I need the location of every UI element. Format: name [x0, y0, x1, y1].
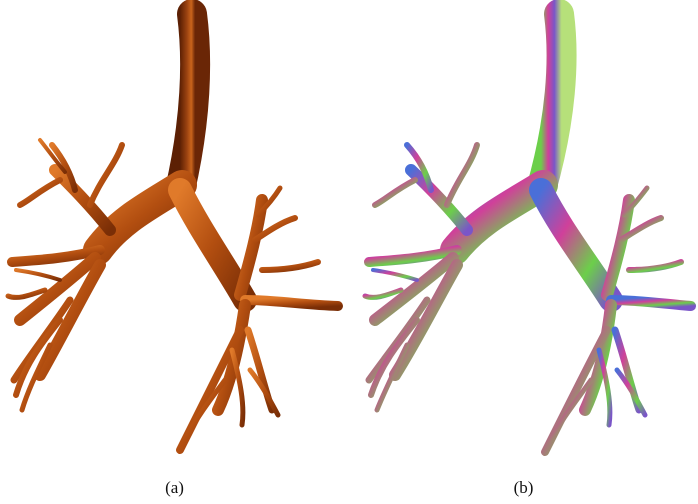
panel-a: (a) [5, 0, 343, 497]
panel-b-caption: (b) [513, 478, 534, 497]
airway-tree-normal-render [362, 0, 696, 456]
panel-a-caption: (a) [165, 478, 184, 497]
panel-b: (b) [349, 0, 698, 504]
airway-tree-copper-render [5, 0, 343, 454]
